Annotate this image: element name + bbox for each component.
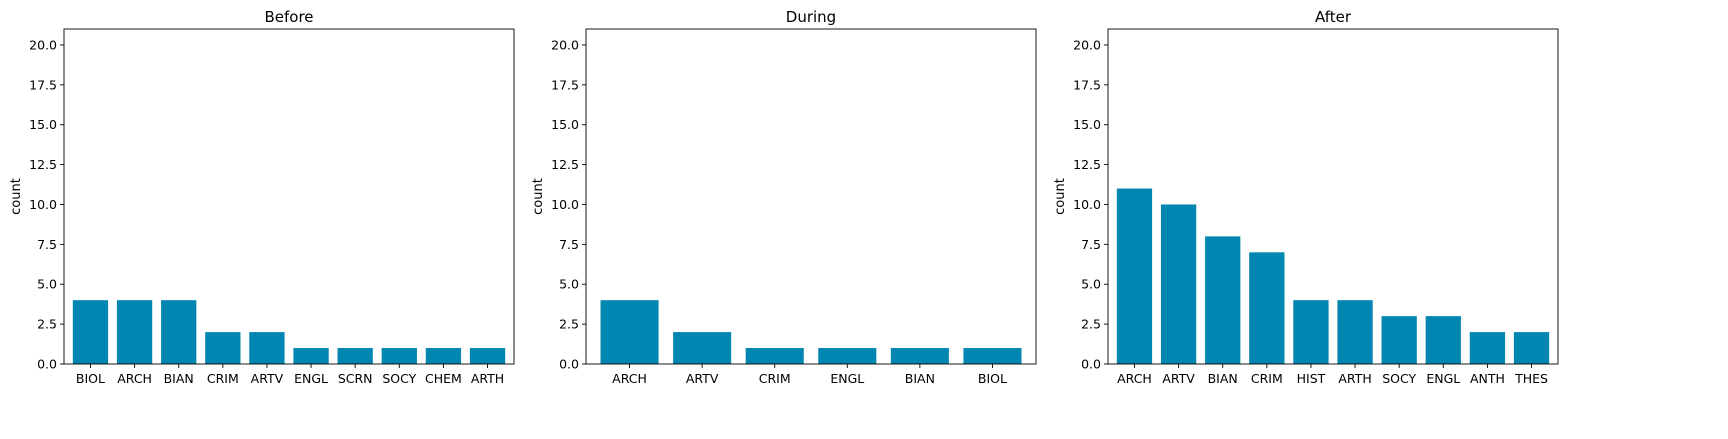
y-tick-label: 0.0: [37, 357, 57, 372]
bar-bian: [161, 300, 197, 364]
y-tick-label: 12.5: [551, 157, 579, 172]
y-tick-label: 10.0: [551, 197, 579, 212]
chart-title: After: [1315, 8, 1352, 26]
bar-socy: [1381, 316, 1417, 364]
y-tick-label: 20.0: [551, 37, 579, 52]
bar-arth: [469, 348, 506, 364]
x-tick-label: ARTV: [686, 371, 719, 386]
y-tick-label: 15.0: [551, 117, 579, 132]
bar-bian: [1205, 236, 1241, 364]
x-tick-label: BIAN: [1208, 371, 1238, 386]
x-tick-label: ENGL: [1426, 371, 1460, 386]
bar-arth: [1337, 300, 1373, 364]
x-tick-label: BIOL: [978, 371, 1007, 386]
x-tick-label: HIST: [1297, 371, 1326, 386]
y-tick-label: 0.0: [1081, 357, 1101, 372]
plot-frame: [585, 28, 1037, 365]
y-tick-label: 12.5: [29, 157, 57, 172]
plot-frame: [63, 28, 515, 365]
bar-thes: [1513, 332, 1550, 364]
x-tick-label: CRIM: [207, 371, 239, 386]
y-axis-label: count: [1053, 178, 1068, 215]
bar-engl: [293, 348, 329, 364]
bar-chem: [425, 348, 462, 364]
y-tick-label: 2.5: [37, 317, 57, 332]
y-tick-label: 10.0: [29, 197, 57, 212]
x-tick-label: SOCY: [1382, 371, 1416, 386]
x-tick-label: SOCY: [382, 371, 416, 386]
y-axis-label: count: [531, 178, 546, 215]
bar-engl: [818, 348, 877, 364]
bar-anth: [1469, 332, 1506, 364]
x-tick-label: CRIM: [1251, 371, 1283, 386]
bar-scrn: [337, 348, 373, 364]
y-tick-label: 7.5: [1081, 237, 1101, 252]
y-tick-label: 17.5: [29, 77, 57, 92]
y-tick-label: 15.0: [29, 117, 57, 132]
bar-bian: [890, 348, 949, 364]
y-tick-label: 2.5: [1081, 317, 1101, 332]
y-tick-label: 5.0: [37, 277, 57, 292]
bar-crim: [745, 348, 804, 364]
x-tick-label: ANTH: [1470, 371, 1505, 386]
bar-socy: [381, 348, 417, 364]
y-tick-label: 10.0: [1073, 197, 1101, 212]
bar-hist: [1293, 300, 1329, 364]
plot-frame: [1107, 28, 1559, 365]
y-tick-label: 7.5: [37, 237, 57, 252]
bar-crim: [1249, 252, 1285, 364]
y-tick-label: 20.0: [1073, 37, 1101, 52]
x-tick-label: THES: [1514, 371, 1548, 386]
x-tick-label: ARCH: [117, 371, 152, 386]
bar-artv: [673, 332, 732, 364]
y-tick-label: 5.0: [1081, 277, 1101, 292]
x-tick-label: ARTH: [471, 371, 504, 386]
bar-arch: [116, 300, 153, 364]
x-tick-label: ARCH: [1117, 371, 1152, 386]
x-tick-label: ARTH: [1338, 371, 1371, 386]
x-tick-label: ENGL: [830, 371, 864, 386]
x-tick-label: ARTV: [251, 371, 284, 386]
bar-biol: [72, 300, 109, 364]
bar-arch: [1116, 188, 1153, 364]
y-axis-label: count: [9, 178, 24, 215]
bar-arch: [600, 300, 659, 364]
x-tick-label: SCRN: [338, 371, 373, 386]
x-tick-label: BIAN: [164, 371, 194, 386]
x-tick-label: ARTV: [1162, 371, 1195, 386]
y-tick-label: 20.0: [29, 37, 57, 52]
bar-biol: [963, 348, 1022, 364]
chart-title: Before: [264, 8, 313, 26]
bar-artv: [1160, 204, 1197, 364]
chart-title: During: [786, 8, 836, 26]
x-tick-label: CHEM: [425, 371, 462, 386]
x-tick-label: CRIM: [759, 371, 791, 386]
bar-artv: [249, 332, 285, 364]
x-tick-label: ARCH: [612, 371, 647, 386]
y-tick-label: 17.5: [551, 77, 579, 92]
y-tick-label: 0.0: [559, 357, 579, 372]
y-tick-label: 2.5: [559, 317, 579, 332]
y-tick-label: 7.5: [559, 237, 579, 252]
y-tick-label: 5.0: [559, 277, 579, 292]
y-tick-label: 12.5: [1073, 157, 1101, 172]
y-tick-label: 15.0: [1073, 117, 1101, 132]
x-tick-label: BIAN: [905, 371, 935, 386]
x-tick-label: BIOL: [76, 371, 105, 386]
bar-engl: [1425, 316, 1461, 364]
y-tick-label: 17.5: [1073, 77, 1101, 92]
bar-crim: [205, 332, 241, 364]
x-tick-label: ENGL: [294, 371, 328, 386]
